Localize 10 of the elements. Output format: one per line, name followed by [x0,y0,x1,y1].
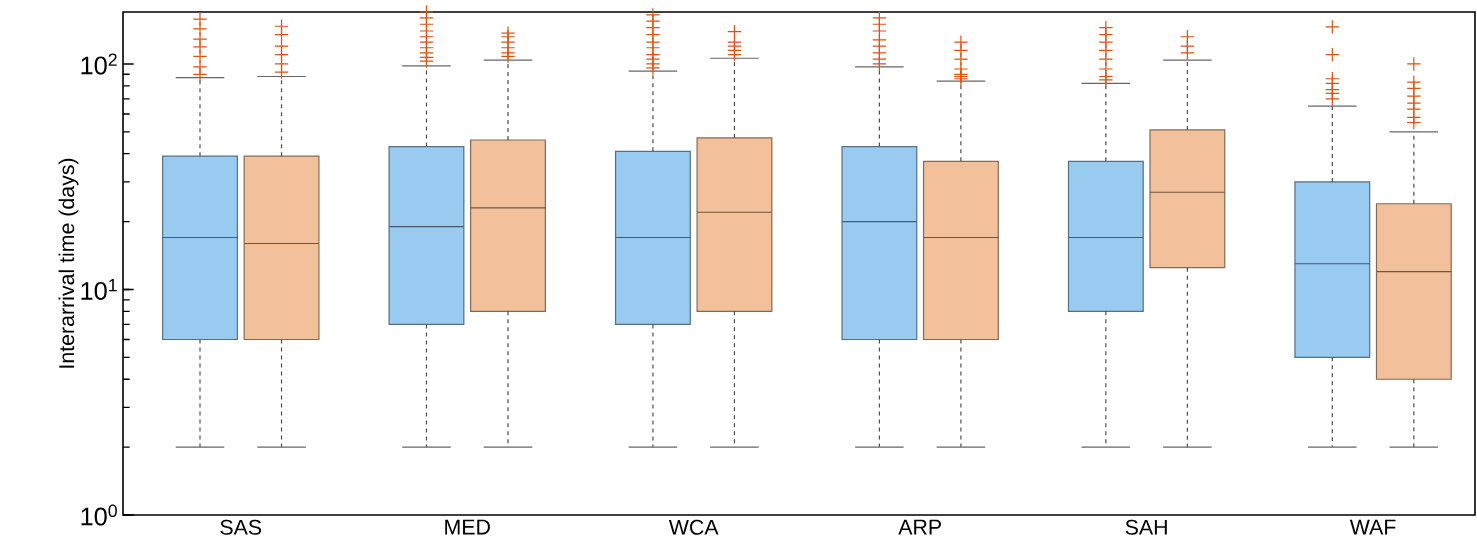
x-tick-label: SAH [1125,519,1167,535]
x-tick-label: WAF [1349,519,1396,535]
x-tick-label: SAS [220,519,262,535]
y-tick-label: 10$^{1}$ [81,279,117,300]
y-tick-label: 10$^{0}$ [81,504,117,526]
y-tick-label: 10$^{2}$ [81,53,117,75]
x-tick-label: ARP [898,519,941,535]
y-axis-title: Interarrival time (days) [58,158,79,368]
x-tick-label: MED [445,519,490,535]
x-tick-label: WCA [668,519,719,535]
